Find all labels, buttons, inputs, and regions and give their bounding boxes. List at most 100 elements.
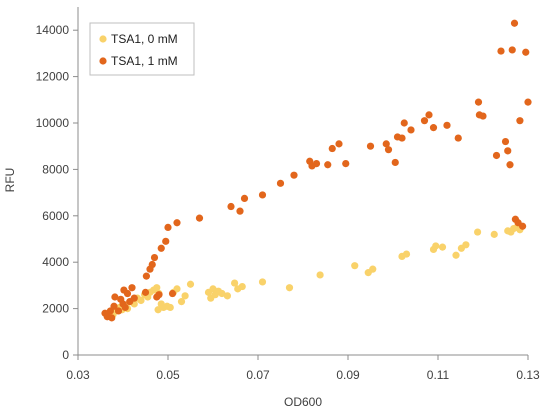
data-point [240,194,249,202]
data-point [166,303,174,312]
data-point [420,117,429,125]
data-point [524,98,532,106]
x-tick-label: 0.05 [156,368,180,382]
data-point [227,202,235,211]
data-point [474,228,482,236]
data-point [516,117,524,125]
data-point [443,121,451,129]
data-point [181,292,189,300]
y-tick-label: 8000 [42,162,69,176]
x-tick-label: 0.09 [336,368,360,382]
data-point [506,161,514,169]
y-tick-label: 2000 [42,302,69,316]
data-point [114,307,123,315]
data-point [382,140,390,148]
x-tick-label: 0.11 [427,368,450,382]
y-tick-label: 6000 [42,209,69,223]
data-point [369,265,377,273]
data-point [452,251,460,259]
plot-points [101,19,532,322]
x-axis-ticks: 0.03 0.05 0.07 0.09 0.11 0.13 [66,355,540,382]
data-point [236,207,244,215]
y-tick-label: 0 [62,348,69,362]
x-tick-label: 0.07 [246,368,270,382]
y-axis-label: RFU [3,168,17,193]
data-point [154,306,162,314]
legend-label-tsa1-0mm: TSA1, 0 mM [111,32,178,46]
data-point [324,161,332,169]
data-point [335,140,343,148]
data-point [155,291,163,299]
data-point [462,241,470,249]
data-point [130,294,138,302]
data-point [162,237,170,245]
data-point [312,160,321,168]
data-point [128,284,136,292]
data-point [141,288,150,296]
data-point [157,244,165,252]
data-point [108,314,116,322]
data-point [454,134,462,142]
data-point [110,302,118,310]
data-point [177,298,186,306]
data-point [510,19,519,27]
legend-box [89,22,195,76]
data-point [150,253,159,262]
data-point [400,119,408,127]
data-point [148,260,156,269]
data-point [285,284,294,292]
data-point [492,151,501,160]
data-point [384,146,393,154]
data-point [497,47,505,55]
data-point [258,278,267,286]
y-tick-label: 4000 [42,255,69,269]
data-point [121,303,129,312]
x-tick-label: 0.03 [66,368,90,382]
data-point [258,191,267,199]
data-point [173,285,181,293]
y-axis-ticks: 0 2000 4000 6000 8000 10000 12000 14000 [36,23,78,362]
x-tick-label: 0.13 [516,368,540,382]
data-point [391,158,399,167]
data-point [474,98,483,106]
data-point [238,282,246,291]
data-point [519,222,527,230]
data-point [425,111,433,119]
data-point [407,126,415,134]
data-point [429,124,438,132]
data-point [438,243,447,251]
axes [77,7,528,356]
x-axis-label: OD600 [284,395,322,409]
data-point [209,285,217,293]
data-point [164,223,172,231]
data-point [218,289,226,298]
data-point [351,262,359,270]
data-point [490,230,498,238]
legend-marker-tsa1-0mm [99,35,107,43]
data-point [504,147,512,155]
data-point [522,48,530,56]
data-point [479,112,487,120]
data-point [111,293,119,301]
data-point [123,289,132,298]
data-point [328,144,336,153]
data-point [142,272,150,280]
legend-label-tsa1-1mm: TSA1, 1 mM [111,54,178,68]
data-point [432,242,440,250]
data-point [276,179,285,187]
data-point [290,171,298,179]
legend: TSA1, 0 mM TSA1, 1 mM [89,22,195,76]
data-point [137,296,145,305]
data-point [501,137,510,146]
data-point [168,289,177,298]
data-point [223,292,231,300]
data-point [231,279,239,287]
data-point [508,46,516,54]
data-point [402,250,411,258]
data-point [186,280,195,288]
data-point [173,219,181,227]
data-point [153,284,161,292]
data-point [316,271,324,279]
y-tick-label: 14000 [36,23,70,37]
y-tick-label: 12000 [36,70,70,84]
